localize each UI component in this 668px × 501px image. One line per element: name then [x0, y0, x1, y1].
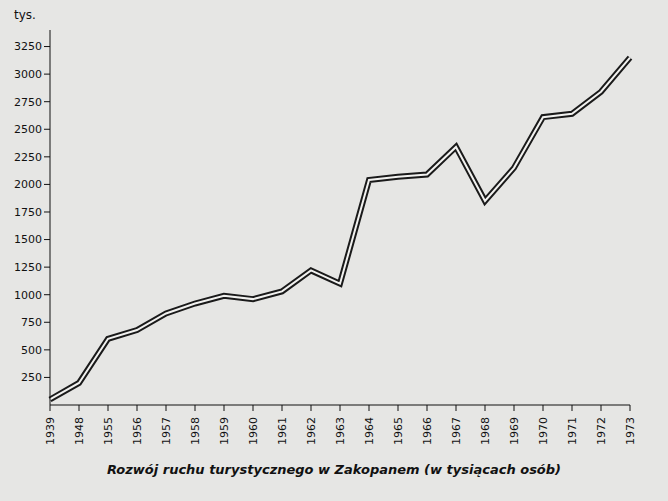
svg-text:1966: 1966 — [421, 417, 434, 445]
svg-text:750: 750 — [21, 316, 42, 329]
svg-text:1959: 1959 — [218, 417, 231, 445]
svg-text:1968: 1968 — [479, 417, 492, 445]
svg-text:3250: 3250 — [14, 40, 42, 53]
svg-text:1963: 1963 — [334, 417, 347, 445]
svg-text:250: 250 — [21, 371, 42, 384]
svg-text:1948: 1948 — [73, 417, 86, 445]
html-text:Rozwój ruchu turystycznego w Z: Rozwój ruchu turystycznego w Zakopanem (… — [107, 462, 561, 477]
svg-text:1250: 1250 — [14, 261, 42, 274]
svg-text:1971: 1971 — [566, 417, 579, 445]
svg-text:1960: 1960 — [247, 417, 260, 445]
svg-text:1967: 1967 — [450, 417, 463, 445]
svg-text:1956: 1956 — [131, 417, 144, 445]
svg-text:1961: 1961 — [276, 417, 289, 445]
svg-text:1500: 1500 — [14, 233, 42, 246]
svg-text:2500: 2500 — [14, 123, 42, 136]
svg-text:1957: 1957 — [160, 417, 173, 445]
svg-text:500: 500 — [21, 344, 42, 357]
svg-text:1958: 1958 — [189, 417, 202, 445]
html-text:tys.: tys. — [14, 8, 36, 22]
svg-text:1973: 1973 — [624, 417, 637, 445]
svg-text:1970: 1970 — [537, 417, 550, 445]
svg-text:1750: 1750 — [14, 206, 42, 219]
svg-text:2000: 2000 — [14, 178, 42, 191]
svg-text:1962: 1962 — [305, 417, 318, 445]
svg-text:1955: 1955 — [102, 417, 115, 445]
svg-text:3000: 3000 — [14, 68, 42, 81]
svg-text:1972: 1972 — [595, 417, 608, 445]
svg-text:1969: 1969 — [508, 417, 521, 445]
svg-text:1939: 1939 — [44, 417, 57, 445]
svg-text:1964: 1964 — [363, 417, 376, 445]
svg-text:1000: 1000 — [14, 289, 42, 302]
svg-text:2750: 2750 — [14, 96, 42, 109]
svg-text:1965: 1965 — [392, 417, 405, 445]
svg-text:2250: 2250 — [14, 151, 42, 164]
